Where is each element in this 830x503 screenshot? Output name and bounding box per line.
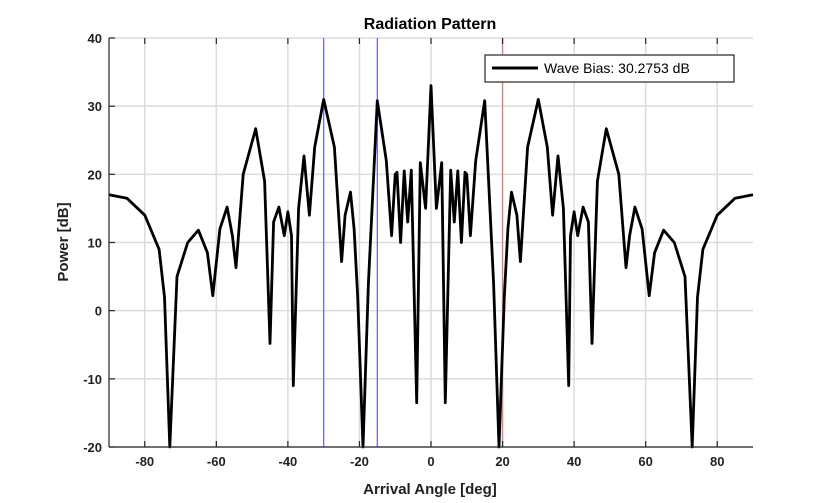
y-tick-label: -20 bbox=[83, 440, 102, 455]
y-tick-label: 40 bbox=[88, 31, 102, 46]
x-tick-label: -20 bbox=[350, 454, 369, 469]
y-tick-label: 30 bbox=[88, 99, 102, 114]
y-tick-label: 10 bbox=[88, 236, 102, 251]
chart-title: Radiation Pattern bbox=[364, 16, 496, 33]
legend-entry: Wave Bias: 30.2753 dB bbox=[544, 60, 690, 76]
x-tick-label: 0 bbox=[427, 454, 434, 469]
x-tick-label: 60 bbox=[638, 454, 652, 469]
x-axis-label: Arrival Angle [deg] bbox=[363, 481, 497, 498]
series-line bbox=[108, 84, 754, 449]
x-tick-label: 40 bbox=[567, 454, 581, 469]
axes bbox=[108, 37, 753, 448]
x-tick-label: 20 bbox=[495, 454, 509, 469]
y-tick-label: 20 bbox=[88, 167, 102, 182]
x-tick-label: -60 bbox=[207, 454, 226, 469]
series-layer bbox=[108, 84, 754, 449]
y-tick-label: -10 bbox=[83, 372, 102, 387]
x-tick-label: -80 bbox=[135, 454, 154, 469]
y-axis-label: Power [dB] bbox=[55, 202, 72, 281]
x-tick-label: -40 bbox=[278, 454, 297, 469]
y-tick-label: 0 bbox=[95, 304, 102, 319]
tick-labels: -80 -60 -40 -20 0 20 40 60 80 -20 -10 0 10 20 30 40 bbox=[83, 31, 724, 469]
x-tick-label: 80 bbox=[710, 454, 724, 469]
legend: Wave Bias: 30.2753 dB bbox=[484, 54, 735, 83]
